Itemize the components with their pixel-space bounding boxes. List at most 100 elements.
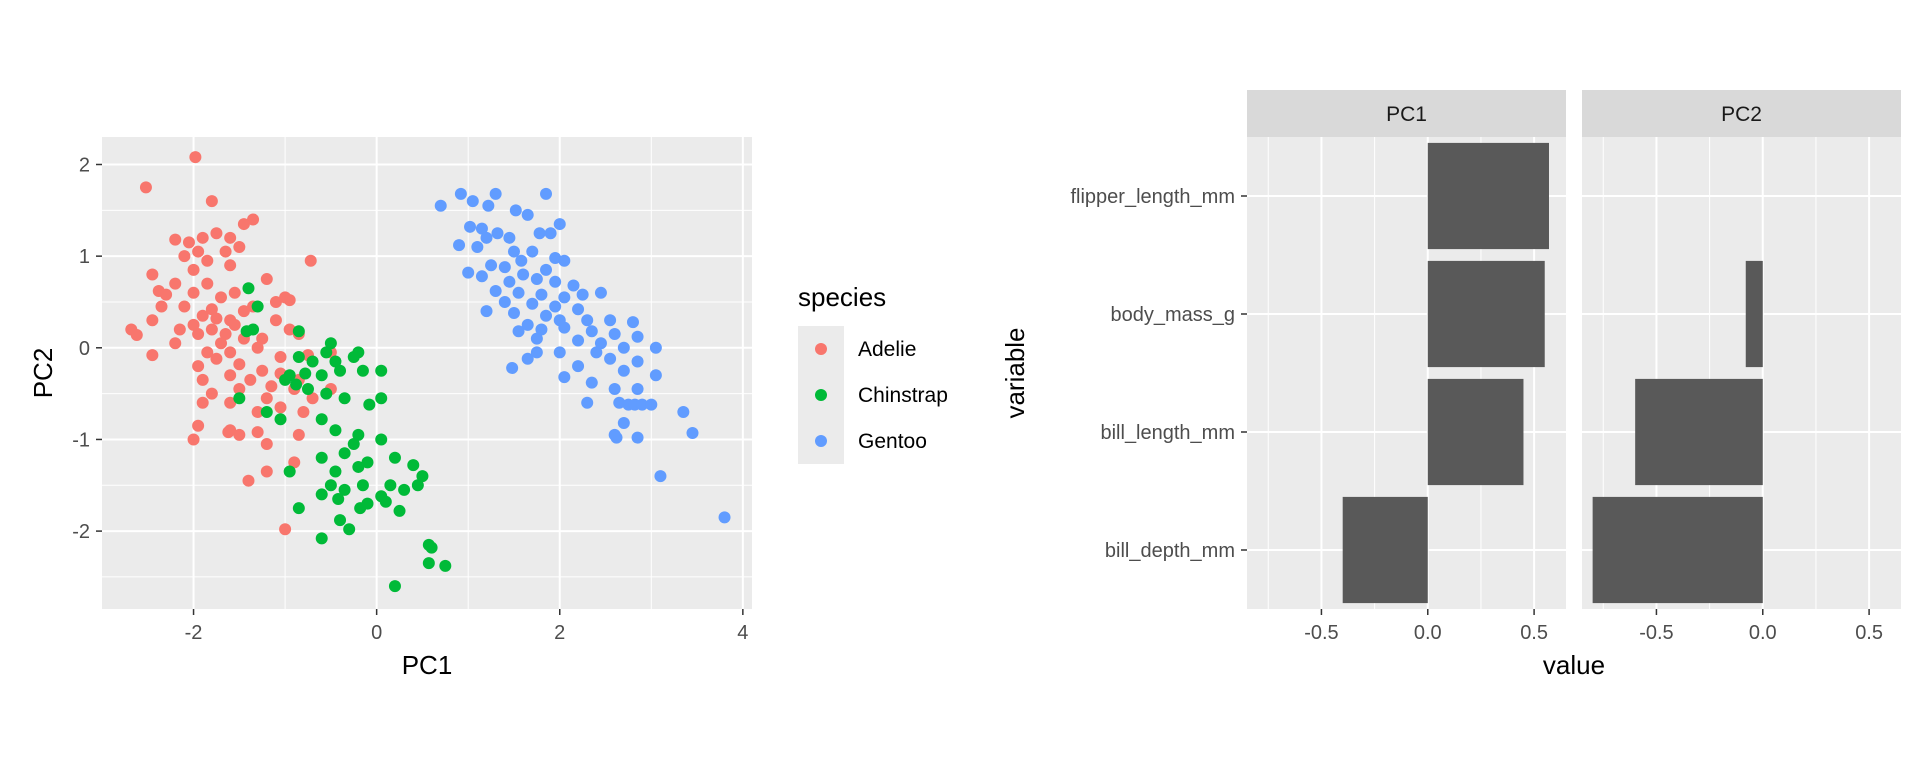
scatter-point-gentoo xyxy=(553,218,566,231)
scatter-point-adelie xyxy=(192,360,205,373)
y-tick-label: bill_depth_mm xyxy=(1105,540,1235,562)
scatter-point-adelie xyxy=(130,328,143,341)
y-tick-label: 1 xyxy=(79,246,90,268)
scatter-point-gentoo xyxy=(535,323,548,336)
scatter-point-chinstrap xyxy=(375,364,388,377)
scatter-point-gentoo xyxy=(610,431,623,444)
scatter-point-adelie xyxy=(187,318,200,331)
scatter-point-adelie xyxy=(192,245,205,258)
scatter-point-adelie xyxy=(269,295,282,308)
scatter-point-adelie xyxy=(224,231,237,244)
scatter-point-adelie xyxy=(192,328,205,341)
scatter-panel: -2 0 2 4 -2 -1 0 1 2 PC1 PC2 xyxy=(28,137,752,680)
scatter-point-gentoo xyxy=(617,364,630,377)
scatter-point-chinstrap xyxy=(274,413,287,426)
scatter-point-gentoo xyxy=(649,341,662,354)
scatter-point-adelie xyxy=(210,312,223,325)
scatter-point-gentoo xyxy=(507,306,520,319)
scatter-point-adelie xyxy=(279,523,292,536)
scatter-point-gentoo xyxy=(540,263,553,276)
scatter-point-adelie xyxy=(169,277,182,290)
loading-bar-bill_depth_mm xyxy=(1342,496,1428,604)
legend-key-chinstrap xyxy=(815,389,827,401)
scatter-point-gentoo xyxy=(654,470,667,483)
scatter-point-gentoo xyxy=(512,286,525,299)
scatter-point-adelie xyxy=(196,396,209,409)
scatter-point-chinstrap xyxy=(334,514,347,527)
scatter-point-chinstrap xyxy=(352,428,365,441)
scatter-point-adelie xyxy=(256,332,269,345)
scatter-point-adelie xyxy=(201,277,214,290)
scatter-point-gentoo xyxy=(498,261,511,274)
scatter-point-adelie xyxy=(228,318,241,331)
scatter-point-gentoo xyxy=(549,275,562,288)
scatter-point-gentoo xyxy=(631,383,644,396)
scatter-point-adelie xyxy=(178,300,191,313)
x-tick-label: 0.5 xyxy=(1520,622,1548,644)
scatter-point-chinstrap xyxy=(375,433,388,446)
scatter-point-adelie xyxy=(205,323,218,336)
scatter-point-gentoo xyxy=(590,346,603,359)
x-axis-title: value xyxy=(1543,650,1605,680)
scatter-point-gentoo xyxy=(617,341,630,354)
scatter-point-adelie xyxy=(260,392,273,405)
scatter-point-adelie xyxy=(187,433,200,446)
scatter-point-chinstrap xyxy=(240,325,253,338)
scatter-point-gentoo xyxy=(509,204,522,217)
scatter-point-adelie xyxy=(224,369,237,382)
scatter-point-chinstrap xyxy=(338,447,351,460)
scatter-point-gentoo xyxy=(489,187,502,200)
scatter-point-adelie xyxy=(222,426,235,439)
facet-strip-label: PC1 xyxy=(1386,103,1427,126)
scatter-point-chinstrap xyxy=(361,456,374,469)
scatter-point-adelie xyxy=(247,213,260,226)
y-tick-label: body_mass_g xyxy=(1110,304,1235,326)
scatter-point-gentoo xyxy=(645,398,658,411)
scatter-point-gentoo xyxy=(558,321,571,334)
scatter-point-chinstrap xyxy=(379,495,392,508)
scatter-point-chinstrap xyxy=(299,367,312,380)
scatter-point-gentoo xyxy=(594,286,607,299)
scatter-point-gentoo xyxy=(475,270,488,283)
scatter-point-chinstrap xyxy=(301,383,314,396)
scatter-point-adelie xyxy=(187,263,200,276)
scatter-point-chinstrap xyxy=(347,350,360,363)
scatter-point-adelie xyxy=(219,328,232,341)
x-tick-label: 4 xyxy=(737,622,748,644)
scatter-point-chinstrap xyxy=(315,532,328,545)
scatter-point-chinstrap xyxy=(422,557,435,570)
legend-label-gentoo: Gentoo xyxy=(858,430,927,453)
scatter-point-gentoo xyxy=(503,275,516,288)
scatter-point-gentoo xyxy=(515,254,528,267)
scatter-point-gentoo xyxy=(718,511,731,524)
loading-bar-bill_length_mm xyxy=(1635,378,1763,486)
y-tick-label: -2 xyxy=(72,521,90,543)
x-tick-label: 0.0 xyxy=(1749,622,1777,644)
scatter-point-chinstrap xyxy=(315,488,328,501)
scatter-point-adelie xyxy=(196,231,209,244)
scatter-point-chinstrap xyxy=(279,373,292,386)
facet-strip xyxy=(1247,90,1566,137)
facet-strip-label: PC2 xyxy=(1721,103,1762,126)
scatter-point-chinstrap xyxy=(329,465,342,478)
y-tick-label: -1 xyxy=(72,429,90,451)
x-tick-label: -2 xyxy=(185,622,203,644)
scatter-point-adelie xyxy=(169,233,182,246)
scatter-point-gentoo xyxy=(526,245,539,258)
scatter-point-adelie xyxy=(244,373,257,386)
scatter-point-adelie xyxy=(210,352,223,365)
scatter-point-gentoo xyxy=(544,227,557,240)
scatter-point-adelie xyxy=(201,346,214,359)
scatter-point-gentoo xyxy=(549,300,562,313)
scatter-point-adelie xyxy=(187,286,200,299)
scatter-point-adelie xyxy=(233,428,246,441)
scatter-point-gentoo xyxy=(604,352,617,365)
scatter-point-gentoo xyxy=(558,371,571,384)
scatter-point-chinstrap xyxy=(398,483,411,496)
scatter-point-adelie xyxy=(251,341,264,354)
scatter-point-gentoo xyxy=(503,231,516,244)
scatter-point-chinstrap xyxy=(411,479,424,492)
scatter-point-chinstrap xyxy=(329,424,342,437)
